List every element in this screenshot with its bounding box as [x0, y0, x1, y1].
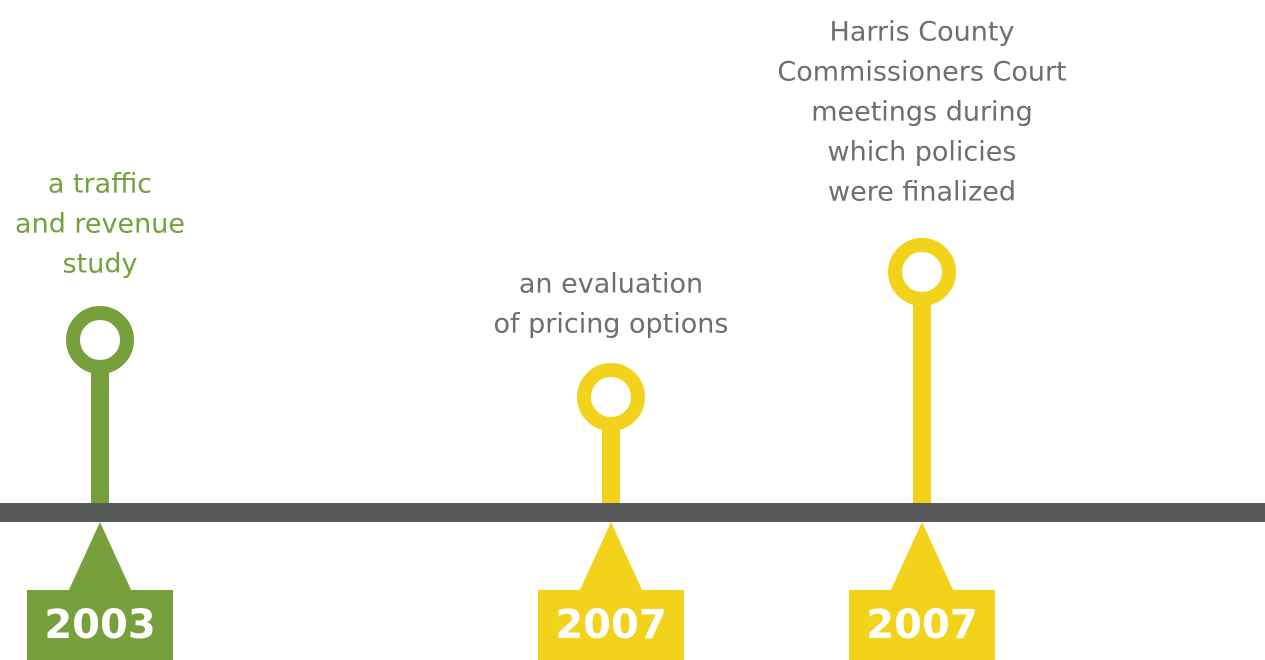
event-label: Commissioners Court — [777, 57, 1066, 88]
event-label: a traffic — [48, 169, 152, 200]
pin-head — [888, 238, 956, 306]
event-label: were finalized — [828, 177, 1016, 208]
stem — [91, 340, 109, 503]
year-box — [27, 590, 173, 660]
year: 2007 — [555, 602, 666, 648]
pin-head — [66, 306, 134, 374]
event-label: an evaluation — [519, 269, 703, 300]
event-label: which policies — [828, 137, 1017, 168]
stem — [913, 272, 931, 503]
year-box — [538, 590, 684, 660]
event-label: study — [63, 249, 138, 280]
event-label: Harris County — [830, 17, 1015, 48]
event-label: and revenue — [15, 209, 185, 240]
year: 2003 — [44, 602, 155, 648]
pointer — [890, 522, 954, 592]
timeline-bar — [0, 503, 1265, 522]
pointer — [68, 522, 132, 592]
year-box — [849, 590, 995, 660]
pointer — [579, 522, 643, 592]
year: 2007 — [866, 602, 977, 648]
event-label: of pricing options — [494, 309, 729, 340]
event-label: meetings during — [811, 97, 1033, 128]
pin-head — [577, 363, 645, 431]
